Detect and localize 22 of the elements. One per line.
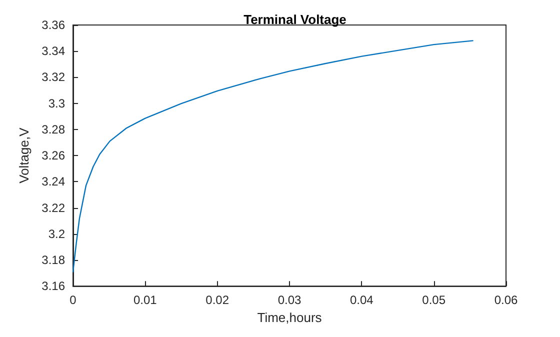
x-axis-title: Time,hours [257,310,322,325]
y-axis-title: Voltage,V [16,127,32,184]
y-tick-label: 3.16 [42,279,66,294]
x-tick-label: 0.04 [350,293,374,308]
y-tick-label: 3.22 [42,200,66,215]
chart-title: Terminal Voltage [244,12,346,27]
y-tick-label: 3.26 [42,148,66,163]
y-tick-label: 3.36 [42,18,66,32]
x-tick-label: 0.06 [494,293,518,308]
x-tick-label: 0.01 [133,293,158,308]
y-tick-label: 3.34 [42,44,66,58]
y-tick-label: 3.28 [42,122,66,136]
y-tick-label: 3.3 [48,96,66,110]
y-tick-label: 3.18 [42,252,66,267]
x-tick-label: 0 [70,293,77,308]
y-tick-label: 3.24 [42,174,66,189]
y-tick-label: 3.32 [42,70,66,84]
x-tick-label: 0.05 [422,293,446,308]
y-tick-label: 3.2 [48,226,66,241]
line-series [72,40,474,272]
x-tick-label: 0.03 [278,293,302,308]
x-tick-label: 0.02 [206,293,230,308]
